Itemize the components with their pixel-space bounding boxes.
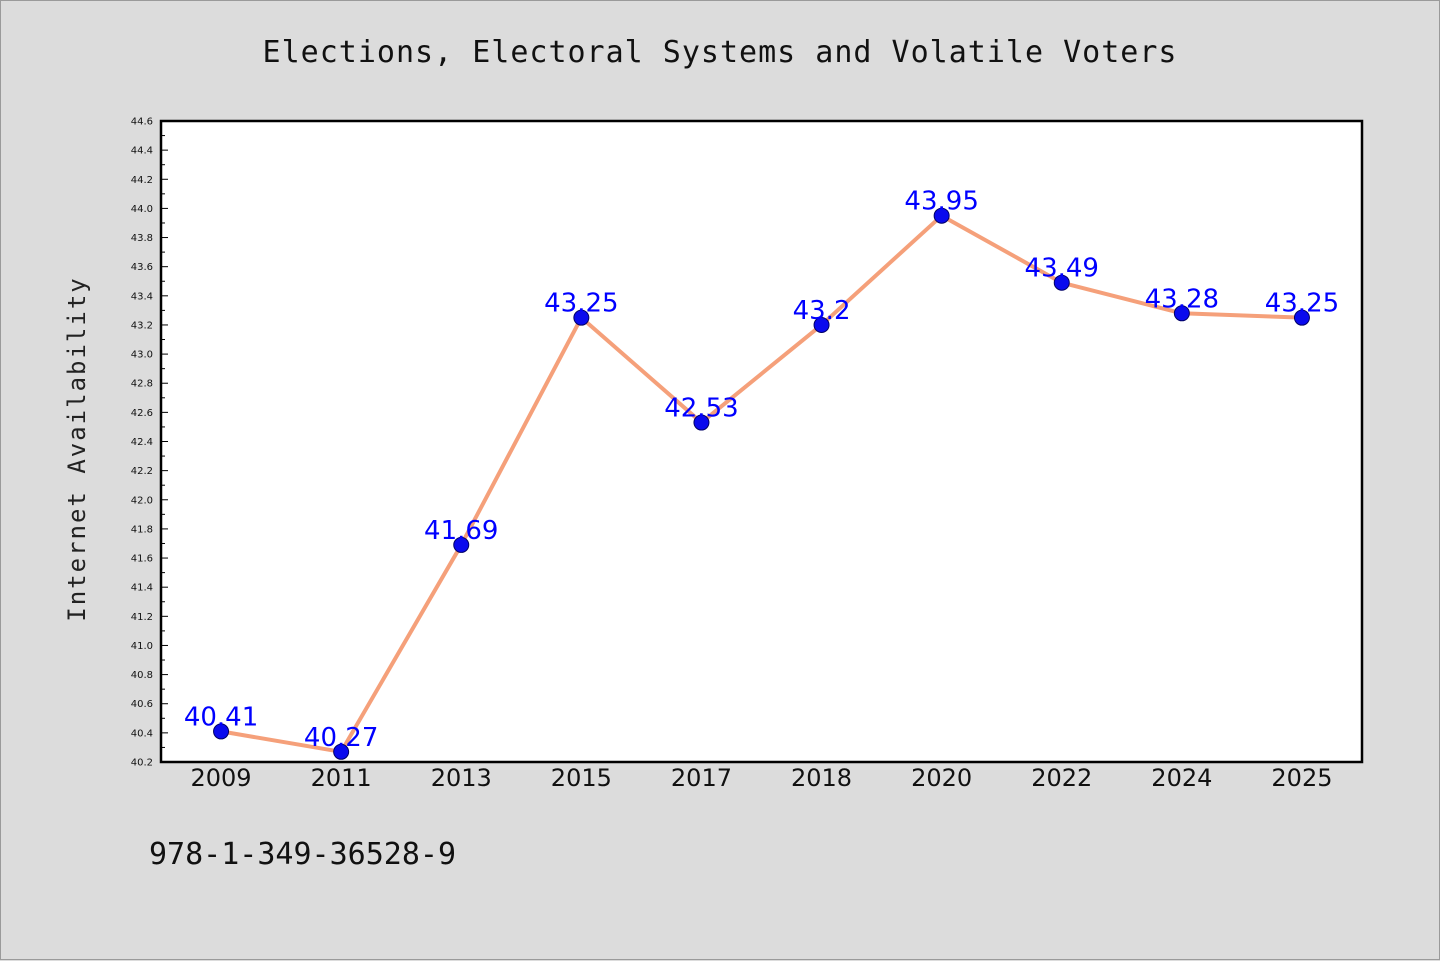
y-tick-label: 44.4 xyxy=(131,146,153,157)
y-tick-label: 41.2 xyxy=(131,612,153,623)
data-point xyxy=(1173,305,1190,322)
x-tick-label: 2011 xyxy=(311,764,372,792)
x-tick-label: 2013 xyxy=(431,764,492,792)
y-tick-label: 42.8 xyxy=(131,379,153,390)
y-tick-label: 42.4 xyxy=(131,437,153,448)
data-label: 43.28 xyxy=(1145,284,1219,314)
y-tick-label: 43.6 xyxy=(131,262,153,273)
y-tick-label: 43.2 xyxy=(131,320,153,331)
y-tick-label: 44.6 xyxy=(131,117,153,128)
x-tick-label: 2018 xyxy=(791,764,852,792)
data-point xyxy=(1293,309,1310,326)
data-label: 41.69 xyxy=(424,516,498,546)
data-label: 43.49 xyxy=(1025,254,1099,284)
y-tick-label: 41.4 xyxy=(131,583,153,594)
data-point xyxy=(333,743,350,760)
chart-title: Elections, Electoral Systems and Volatil… xyxy=(262,35,1178,70)
x-tick-label: 2022 xyxy=(1031,764,1092,792)
x-tick-label: 2015 xyxy=(551,764,612,792)
data-label: 43.95 xyxy=(904,187,978,217)
data-point xyxy=(573,309,590,326)
plot-area xyxy=(159,119,1364,764)
data-point xyxy=(813,316,830,333)
data-point xyxy=(933,207,950,224)
y-tick-label: 41.6 xyxy=(131,554,153,565)
y-tick-label: 40.4 xyxy=(131,728,153,739)
data-label: 43.25 xyxy=(544,289,618,319)
y-tick-label: 44.2 xyxy=(131,175,153,186)
y-tick-label: 41.0 xyxy=(131,641,153,652)
series-line xyxy=(219,213,1304,754)
data-label: 42.53 xyxy=(664,394,738,424)
x-tick-label: 2024 xyxy=(1151,764,1212,792)
x-tick-label: 2017 xyxy=(671,764,732,792)
data-point xyxy=(693,414,710,431)
x-tick-label: 2025 xyxy=(1271,764,1332,792)
y-tick-label: 42.6 xyxy=(131,408,153,419)
data-label: 43.25 xyxy=(1265,289,1339,319)
data-point xyxy=(213,723,230,740)
y-tick-label: 40.2 xyxy=(131,758,153,769)
y-tick-label: 43.4 xyxy=(131,291,153,302)
y-tick-label: 40.8 xyxy=(131,670,153,681)
y-tick-label: 41.8 xyxy=(131,524,153,535)
x-tick-label: 2020 xyxy=(911,764,972,792)
y-tick-label: 43.0 xyxy=(131,350,153,361)
isbn-footer: 978-1-349-36528-9 xyxy=(149,837,457,872)
data-label: 43.2 xyxy=(793,296,851,326)
data-label: 40.27 xyxy=(304,723,378,753)
x-tick-label: 2009 xyxy=(191,764,252,792)
data-point xyxy=(453,536,470,553)
y-tick-label: 43.8 xyxy=(131,233,153,244)
data-label: 40.41 xyxy=(184,702,258,732)
y-tick-label: 42.0 xyxy=(131,495,153,506)
y-tick-label: 44.0 xyxy=(131,204,153,215)
y-tick-label: 42.2 xyxy=(131,466,153,477)
data-point xyxy=(1053,274,1070,291)
y-tick-label: 40.6 xyxy=(131,699,153,710)
